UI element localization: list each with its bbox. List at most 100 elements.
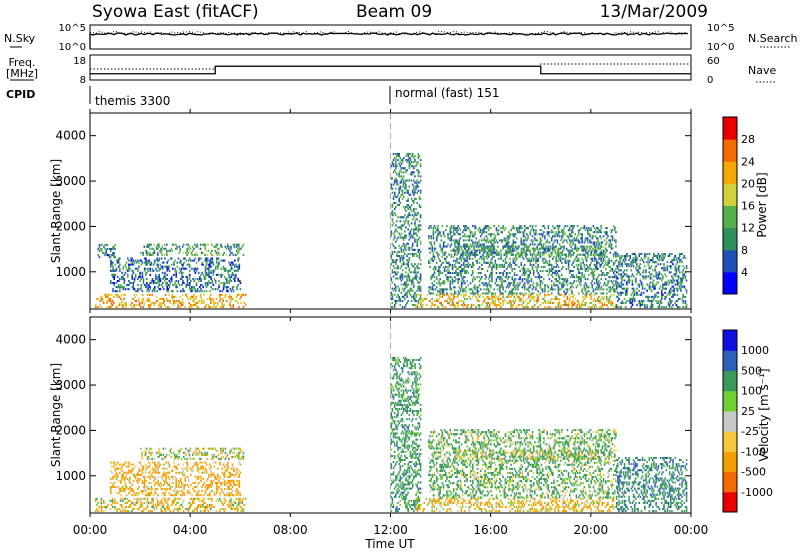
heatmap-cell [188,263,191,266]
heatmap-cell [237,265,239,268]
heatmap-cell [191,295,194,298]
heatmap-cell [188,286,191,289]
heatmap-cell [152,253,155,256]
heatmap-cell [128,267,130,270]
heatmap-cell [631,263,634,266]
heatmap-cell [128,259,130,262]
heatmap-cell [612,253,615,256]
heatmap-cell [590,272,592,275]
heatmap-cell [532,239,535,242]
heatmap-cell [457,278,459,281]
heatmap-cell [676,259,679,262]
heatmap-cell [518,229,520,232]
heatmap-cell [410,287,413,290]
heatmap-cell [152,269,155,272]
heatmap-cell [635,259,637,262]
heatmap-cell [511,278,514,281]
heatmap-cell [411,279,414,282]
heatmap-cell [611,267,614,270]
heatmap-cell [150,304,152,307]
heatmap-cell [561,235,563,238]
heatmap-cell [437,227,439,230]
heatmap-cell [206,297,209,300]
heatmap-cell [548,247,551,250]
heatmap-cell [500,301,502,305]
heatmap-cell [523,293,526,296]
heatmap-cell [121,275,123,278]
heatmap-cell [584,257,587,260]
heatmap-cell [405,234,407,237]
heatmap-cell [408,214,411,217]
heatmap-cell [215,245,218,248]
heatmap-cell [595,253,597,256]
heatmap-cell [589,229,591,232]
heatmap-cell [500,249,502,252]
heatmap-cell [411,255,414,258]
heatmap-cell [528,249,531,252]
heatmap-cell [468,229,471,232]
heatmap-cell [682,295,684,298]
heatmap-cell [203,290,206,293]
heatmap-cell [667,255,670,258]
heatmap-cell [477,299,480,302]
heatmap-cell [395,157,397,160]
heatmap-cell [168,306,170,309]
heatmap-cell [541,251,544,254]
heatmap-cell [419,242,422,245]
heatmap-cell [515,247,518,250]
heatmap-cell [122,267,125,270]
heatmap-cell [399,185,402,188]
heatmap-cell [396,179,398,182]
heatmap-cell [408,275,411,278]
heatmap-cell [567,259,570,262]
heatmap-cell [126,288,129,291]
heatmap-cell [417,224,420,227]
heatmap-cell [119,277,121,280]
heatmap-cell [528,245,530,248]
heatmap-cell [518,304,520,307]
heatmap-cell [406,279,408,282]
heatmap-cell [435,286,438,289]
heatmap-cell [676,287,679,290]
heatmap-cell [537,284,539,287]
heatmap-cell [508,241,510,244]
heatmap-cell [466,297,468,300]
heatmap-cell [510,292,512,295]
heatmap-cell [563,290,565,293]
heatmap-cell [399,257,402,260]
heatmap-cell [140,499,142,502]
heatmap-cell [510,304,512,307]
heatmap-cell [158,273,161,276]
heatmap-cell [590,301,592,305]
heatmap-cell [659,299,662,302]
heatmap-cell [131,261,134,264]
heatmap-cell [526,257,528,260]
heatmap-cell [391,293,394,296]
heatmap-cell [413,187,415,190]
heatmap-cell [161,265,164,268]
heatmap-cell [622,283,625,286]
heatmap-cell [648,283,651,286]
heatmap-cell [594,267,597,270]
heatmap-cell [400,216,403,219]
heatmap-cell [641,259,644,262]
heatmap-cell [407,220,410,223]
heatmap-cell [99,299,102,302]
heatmap-cell [452,229,455,232]
heatmap-cell [474,253,477,256]
heatmap-cell [539,233,542,236]
heatmap-cell [519,278,521,281]
heatmap-cell [514,241,517,244]
heatmap-cell [607,259,609,262]
heatmap-cell [547,233,550,236]
heatmap-cell [533,243,536,246]
heatmap-cell [124,510,126,513]
heatmap-cell [137,497,140,500]
heatmap-cell [491,245,493,248]
heatmap-cell [417,212,420,215]
heatmap-cell [236,286,238,289]
heatmap-cell [544,293,546,296]
heatmap-cell [411,165,414,168]
heatmap-cell [565,282,568,285]
heatmap-cell [407,208,410,211]
